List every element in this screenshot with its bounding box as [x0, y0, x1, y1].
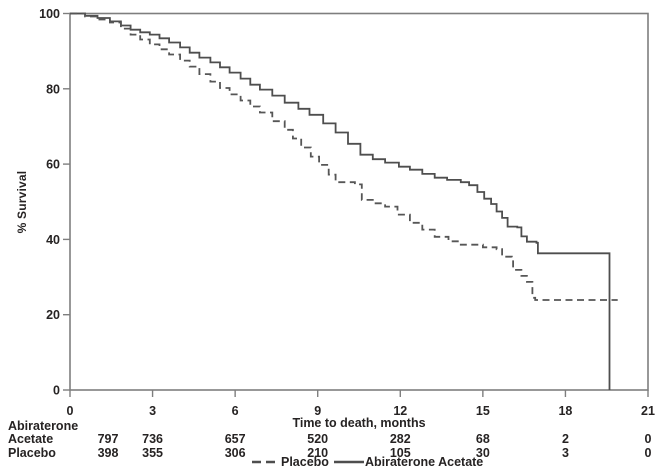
risk-count: 2	[561, 432, 569, 446]
risk-count: 105	[389, 446, 411, 460]
legend-label-placebo: Placebo	[281, 455, 329, 469]
risk-count: 0	[644, 432, 652, 446]
y-axis-title: % Survival	[15, 170, 29, 234]
survival-curve-abiraterone-acetate	[70, 12, 611, 390]
y-tick-label: 40	[46, 233, 60, 247]
x-tick-label: 15	[476, 404, 490, 418]
x-axis-title: Time to death, months	[292, 416, 426, 430]
risk-count: 30	[475, 446, 490, 460]
risk-row-label-abiraterone-line1: Abiraterone	[8, 419, 79, 433]
y-tick-label: 20	[46, 308, 60, 322]
plot-frame	[69, 12, 649, 391]
x-tick-label: 21	[641, 404, 655, 418]
legend: Placebo Abiraterone Acetate	[251, 455, 487, 469]
survival-curve-placebo	[70, 12, 618, 301]
x-tick-label: 0	[67, 404, 74, 418]
x-tick-label: 9	[314, 404, 321, 418]
x-tick-label: 6	[232, 404, 239, 418]
risk-count: 306	[224, 446, 246, 460]
legend-label-abiraterone: Abiraterone Acetate	[364, 455, 484, 469]
y-tick-label: 0	[53, 384, 60, 398]
legend-dashed-line-sample	[252, 460, 280, 464]
risk-count: 3	[561, 446, 569, 460]
x-tick-label: 12	[393, 404, 407, 418]
risk-count: 210	[307, 446, 329, 460]
x-tick-label: 3	[149, 404, 156, 418]
risk-count: 355	[142, 446, 163, 460]
risk-row-label-abiraterone-line2: Acetate	[8, 432, 54, 446]
y-tick-label: 80	[46, 82, 60, 96]
risk-count: 398	[97, 446, 119, 460]
risk-row-label-placebo: Placebo	[8, 446, 56, 460]
legend-solid-line-sample	[333, 460, 364, 464]
risk-count: 68	[475, 432, 490, 446]
x-tick-label: 18	[558, 404, 572, 418]
risk-count: 797	[97, 432, 119, 446]
risk-count: 0	[644, 446, 652, 460]
y-tick-label: 60	[46, 158, 60, 172]
risk-count: 282	[389, 432, 411, 446]
risk-count: 520	[307, 432, 329, 446]
y-tick-label: 100	[39, 7, 60, 21]
risk-count: 736	[142, 432, 163, 446]
risk-count: 657	[224, 432, 246, 446]
